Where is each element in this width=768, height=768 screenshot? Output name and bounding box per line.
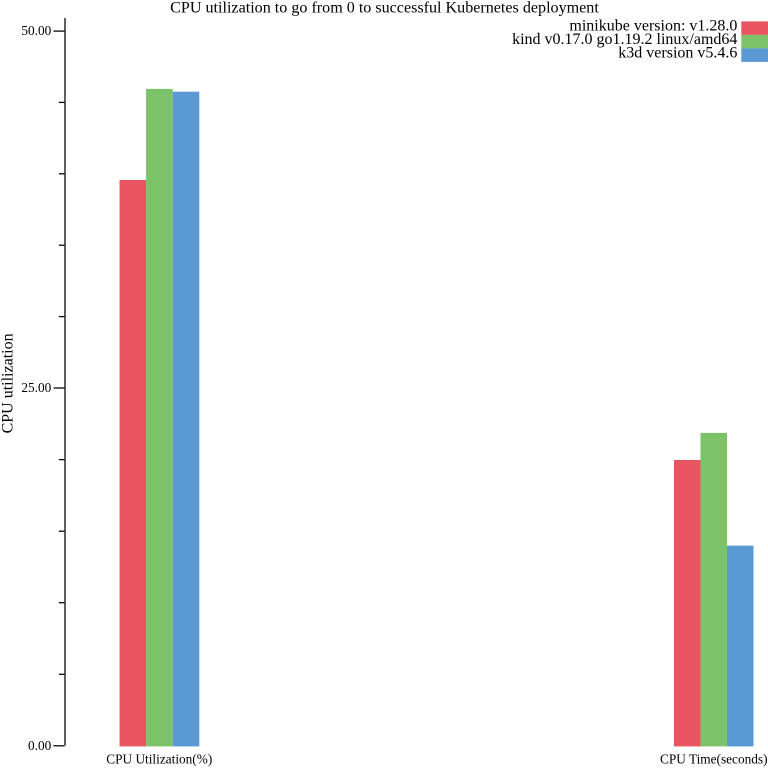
svg-text:kind v0.17.0 go1.19.2 linux/am: kind v0.17.0 go1.19.2 linux/amd64: [512, 31, 737, 48]
svg-text:25.00: 25.00: [21, 380, 51, 395]
svg-text:CPU Utilization(%): CPU Utilization(%): [106, 751, 212, 766]
svg-text:50.00: 50.00: [21, 23, 51, 38]
svg-text:minikube version: v1.28.0: minikube version: v1.28.0: [569, 18, 737, 35]
svg-text:0.00: 0.00: [28, 738, 52, 753]
svg-text:k3d version v5.4.6: k3d version v5.4.6: [618, 44, 737, 61]
svg-text:CPU utilization to go from 0 t: CPU utilization to go from 0 to successf…: [170, 0, 599, 16]
svg-text:CPU Time(seconds): CPU Time(seconds): [660, 752, 768, 767]
svg-text:CPU utilization: CPU utilization: [0, 333, 17, 433]
